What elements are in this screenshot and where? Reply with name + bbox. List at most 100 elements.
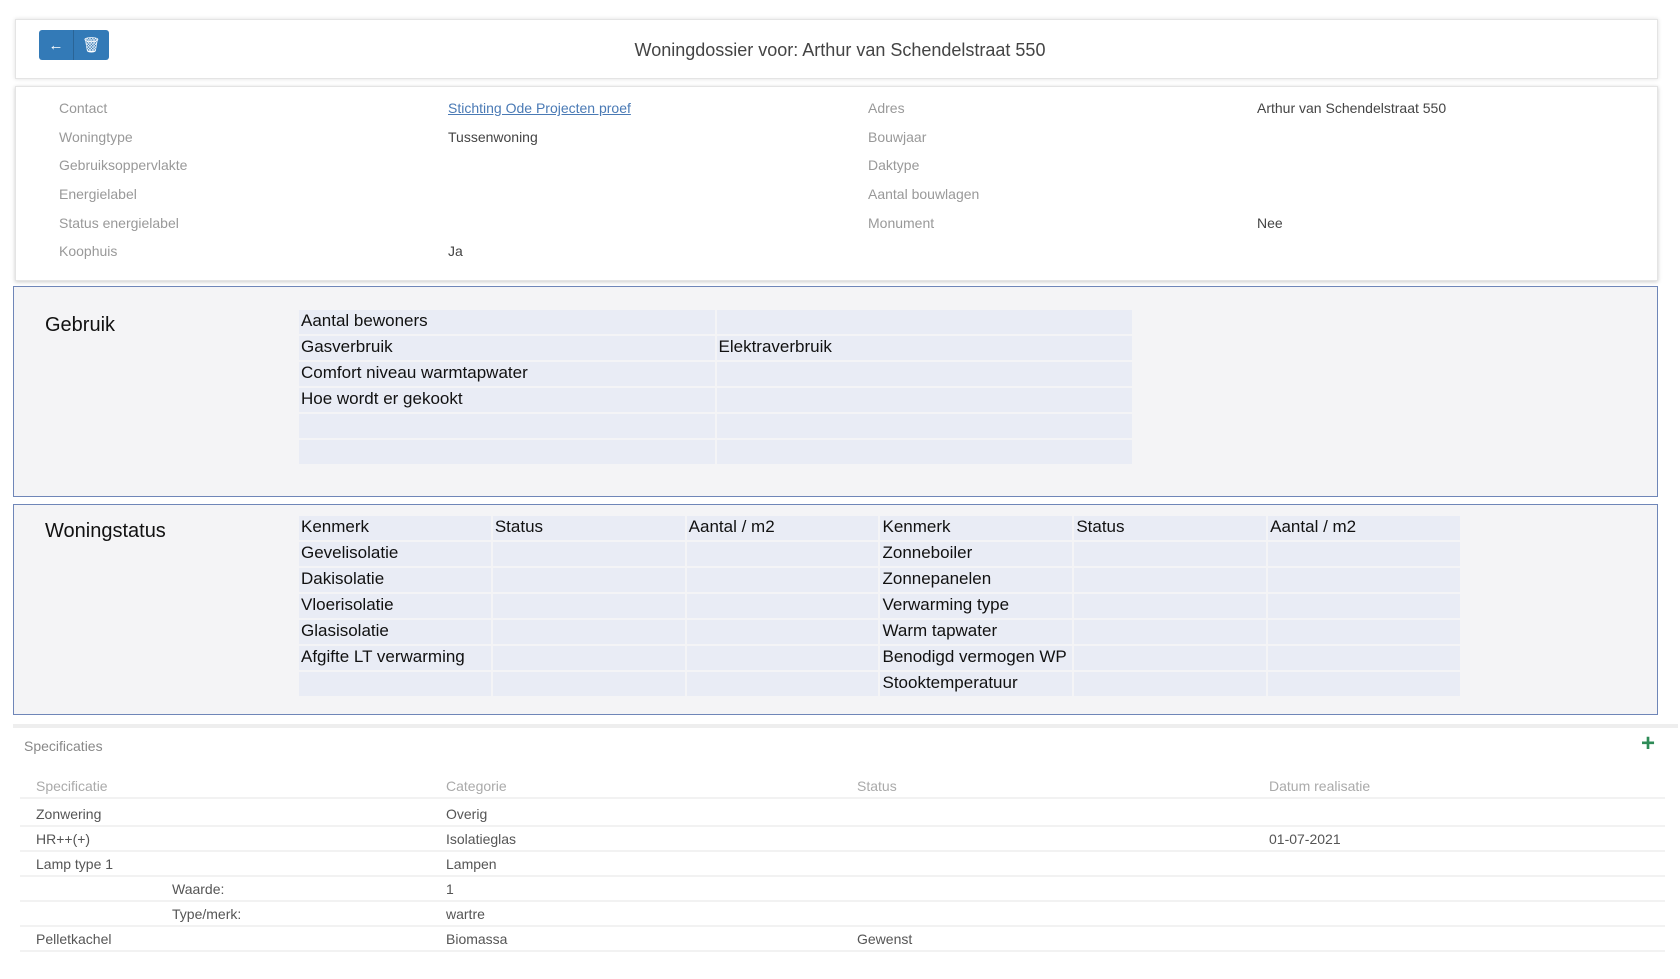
table-row: Hoe wordt er gekookt: [299, 388, 1132, 412]
column-header: Status: [492, 516, 685, 540]
spec-row[interactable]: Zonwering Overig: [20, 802, 1665, 827]
table-cell: [686, 672, 879, 696]
table-cell: [716, 310, 1132, 334]
spec-categorie: Biomassa: [446, 931, 508, 947]
arrow-left-icon: ←: [48, 36, 64, 54]
table-row: Vloerisolatie Verwarming type: [299, 594, 1460, 618]
table-cell: [1074, 620, 1267, 644]
delete-button[interactable]: 🗑: [74, 30, 109, 60]
table-cell: Warm tapwater: [880, 620, 1073, 644]
page-title: Woningdossier voor: Arthur van Schendels…: [634, 40, 1046, 60]
table-cell: [716, 440, 1132, 464]
table-cell: [1268, 672, 1460, 696]
column-header: Aantal / m2: [1268, 516, 1460, 540]
table-cell: [492, 620, 685, 644]
gebruik-table: Aantal bewoners Gasverbruik Elektraverbrui…: [297, 308, 1134, 466]
table-row: [299, 440, 1132, 464]
table-cell: [1268, 542, 1460, 566]
gebruik-title: Gebruik: [45, 314, 116, 336]
info-value: Ja: [448, 243, 463, 259]
table-cell: Zonnepanelen: [880, 568, 1073, 592]
spec-categorie: Lampen: [446, 856, 497, 872]
table-cell: Afgifte LT verwarming: [299, 646, 491, 670]
spec-categorie: Overig: [446, 806, 488, 822]
woning-info-panel: [15, 86, 1658, 281]
table-cell: [1268, 646, 1460, 670]
table-row: [299, 414, 1132, 438]
table-cell: [492, 568, 685, 592]
spec-row[interactable]: HR++(+) Isolatieglas 01-07-2021: [20, 827, 1665, 852]
back-button[interactable]: ←: [39, 30, 74, 60]
table-cell: [492, 594, 685, 618]
table-cell: [716, 388, 1132, 412]
table-cell: [1268, 620, 1460, 644]
table-header-row: Kenmerk Status Aantal / m2 Kenmerk Status Aan…: [299, 516, 1460, 540]
column-header: Aantal / m2: [686, 516, 879, 540]
table-cell: [716, 362, 1132, 386]
table-cell: Gasverbruik: [299, 336, 715, 360]
info-label: Woningtype: [59, 129, 133, 145]
spec-categorie: 1: [446, 881, 454, 897]
table-cell: [686, 646, 879, 670]
table-cell: [492, 542, 685, 566]
table-row: Gasverbruik Elektraverbruik: [299, 336, 1132, 360]
info-label: Daktype: [868, 157, 920, 173]
table-cell: Hoe wordt er gekookt: [299, 388, 715, 412]
table-row: Aantal bewoners: [299, 310, 1132, 334]
table-cell: Dakisolatie: [299, 568, 491, 592]
column-header: Kenmerk: [880, 516, 1073, 540]
table-cell: Aantal bewoners: [299, 310, 715, 334]
table-cell: [492, 672, 685, 696]
column-header: Status: [1074, 516, 1267, 540]
table-cell: [686, 620, 879, 644]
table-cell: Comfort niveau warmtapwater: [299, 362, 715, 386]
table-cell: [1074, 672, 1267, 696]
header-bar: [15, 19, 1658, 79]
spec-header-row: Specificatie Categorie Status Datum realisa…: [20, 774, 1665, 799]
woningstatus-table: Kenmerk Status Aantal / m2 Kenmerk Status Aan…: [297, 514, 1462, 698]
table-cell: [686, 542, 879, 566]
info-label: Status energielabel: [59, 215, 179, 231]
spec-row[interactable]: Waarde: 1: [20, 877, 1665, 902]
table-cell: [299, 414, 715, 438]
woningstatus-title: Woningstatus: [45, 520, 166, 542]
table-cell: Zonneboiler: [880, 542, 1073, 566]
spec-status: Gewenst: [857, 931, 913, 947]
info-value: Tussenwoning: [448, 129, 538, 145]
table-row: Glasisolatie Warm tapwater: [299, 620, 1460, 644]
column-header: Datum realisatie: [1269, 778, 1371, 794]
info-label: Aantal bouwlagen: [868, 186, 980, 202]
info-label: Adres: [868, 100, 905, 116]
spec-sub: Type/merk:: [172, 906, 242, 922]
plus-icon[interactable]: +: [1641, 730, 1656, 757]
trash-icon: 🗑: [81, 37, 102, 54]
table-row: Stooktemperatuur: [299, 672, 1460, 696]
table-cell: [299, 672, 491, 696]
table-cell: Gevelisolatie: [299, 542, 491, 566]
spec-sub: Waarde:: [172, 881, 225, 897]
table-row: Dakisolatie Zonnepanelen: [299, 568, 1460, 592]
table-cell: [1074, 594, 1267, 618]
table-cell: Benodigd vermogen WP: [880, 646, 1073, 670]
specificaties-title: Specificaties: [24, 738, 103, 754]
table-row: Gevelisolatie Zonneboiler: [299, 542, 1460, 566]
info-value: Arthur van Schendelstraat 550: [1257, 100, 1447, 116]
info-label: Gebruiksoppervlakte: [59, 157, 188, 173]
spec-row[interactable]: Type/merk: wartre: [20, 902, 1665, 927]
spec-categorie: Isolatieglas: [446, 831, 517, 847]
column-header: Specificatie: [36, 778, 108, 794]
table-cell: [1074, 646, 1267, 670]
spec-row[interactable]: Lamp type 1 Lampen: [20, 852, 1665, 877]
table-row: Afgifte LT verwarming Benodigd vermogen W…: [299, 646, 1460, 670]
info-label: Monument: [868, 215, 935, 231]
info-label: Bouwjaar: [868, 129, 927, 145]
info-label: Koophuis: [59, 243, 118, 259]
table-cell: [716, 414, 1132, 438]
spec-spec: HR++(+): [36, 831, 91, 847]
spec-row[interactable]: Pelletkachel Biomassa Gewenst: [20, 927, 1665, 952]
table-row: Comfort niveau warmtapwater: [299, 362, 1132, 386]
column-header: Kenmerk: [299, 516, 491, 540]
contact-link[interactable]: Stichting Ode Projecten proef: [448, 100, 631, 116]
column-header: Categorie: [446, 778, 507, 794]
specificaties-section: Specificaties + Specificatie Categorie Sta…: [13, 724, 1678, 952]
